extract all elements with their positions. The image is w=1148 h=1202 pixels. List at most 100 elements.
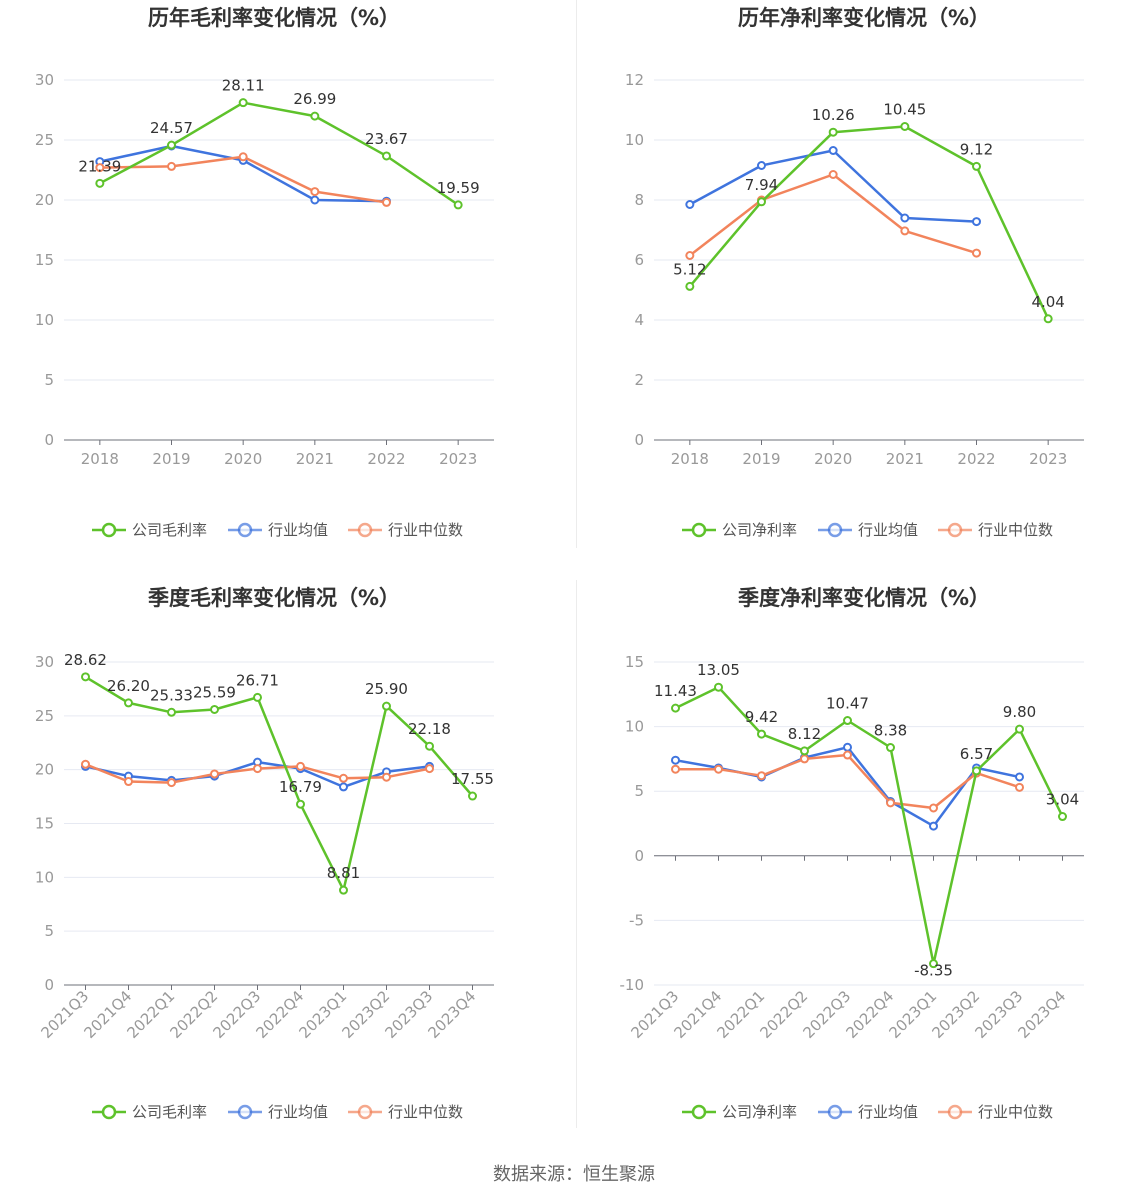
data-point-median[interactable] bbox=[382, 772, 391, 782]
legend-item-company[interactable]: 公司净利率 bbox=[682, 521, 797, 539]
legend-item-median[interactable]: 行业中位数 bbox=[348, 521, 463, 539]
y-tick-label: 6 bbox=[634, 251, 644, 269]
data-point-company[interactable] bbox=[900, 122, 910, 131]
data-point-company[interactable] bbox=[800, 746, 809, 756]
data-point-company[interactable] bbox=[972, 766, 981, 776]
data-point-company[interactable] bbox=[382, 151, 391, 161]
legend-item-avg[interactable]: 行业均值 bbox=[228, 1103, 328, 1121]
legend-item-avg[interactable]: 行业均值 bbox=[818, 521, 918, 539]
data-point-median[interactable] bbox=[296, 761, 305, 771]
panel-divider bbox=[576, 0, 577, 548]
data-point-median[interactable] bbox=[310, 187, 320, 197]
y-tick-label: 0 bbox=[44, 976, 54, 994]
data-point-company[interactable] bbox=[167, 140, 176, 150]
data-point-avg[interactable] bbox=[757, 161, 766, 170]
data-point-company[interactable] bbox=[310, 111, 320, 121]
data-point-avg[interactable] bbox=[929, 821, 938, 831]
data-point-avg[interactable] bbox=[828, 146, 838, 155]
data-point-company[interactable] bbox=[671, 703, 680, 713]
chart-svg: 季度净利率变化情况（%）-10-50510152021Q32021Q42022Q… bbox=[620, 586, 1084, 1121]
data-point-company[interactable] bbox=[685, 281, 695, 291]
data-point-median[interactable] bbox=[1015, 782, 1024, 792]
data-point-company[interactable] bbox=[253, 692, 262, 702]
y-tick-label: 4 bbox=[634, 311, 644, 329]
data-point-avg[interactable] bbox=[843, 742, 852, 752]
data-point-median[interactable] bbox=[253, 764, 262, 774]
data-point-company[interactable] bbox=[468, 791, 477, 801]
data-point-median[interactable] bbox=[972, 248, 981, 258]
data-point-median[interactable] bbox=[843, 750, 852, 760]
data-point-company[interactable] bbox=[167, 707, 176, 717]
data-point-median[interactable] bbox=[210, 769, 219, 779]
y-tick-label: 12 bbox=[625, 71, 644, 89]
data-point-avg[interactable] bbox=[339, 782, 348, 792]
data-point-company[interactable] bbox=[886, 743, 895, 753]
data-point-company[interactable] bbox=[843, 716, 852, 726]
data-point-company[interactable] bbox=[1043, 314, 1053, 324]
legend-item-company[interactable]: 公司净利率 bbox=[682, 1103, 797, 1121]
data-point-median[interactable] bbox=[929, 803, 938, 813]
data-point-company[interactable] bbox=[828, 127, 838, 137]
data-point-company[interactable] bbox=[972, 161, 981, 171]
data-label: 28.11 bbox=[222, 77, 265, 95]
data-point-median[interactable] bbox=[81, 759, 90, 769]
chart-title: 季度净利率变化情况（%） bbox=[738, 586, 990, 610]
data-point-company[interactable] bbox=[1058, 812, 1067, 822]
data-point-median[interactable] bbox=[339, 773, 348, 783]
data-point-company[interactable] bbox=[453, 200, 463, 210]
data-label: 28.62 bbox=[64, 651, 107, 669]
data-point-median[interactable] bbox=[167, 161, 176, 171]
quarterly-gross-margin-chart: 季度毛利率变化情况（%） 0 5 10 15 20 25 30 2021Q3 2021Q4 2022… bbox=[0, 580, 574, 1160]
legend-label: 行业中位数 bbox=[978, 521, 1053, 539]
data-point-company[interactable] bbox=[339, 885, 348, 895]
data-point-median[interactable] bbox=[382, 197, 391, 207]
data-point-median[interactable] bbox=[167, 778, 176, 788]
y-tick-label: 15 bbox=[35, 815, 54, 833]
data-point-company[interactable] bbox=[124, 698, 133, 708]
data-point-company[interactable] bbox=[714, 682, 723, 692]
data-label: 5.12 bbox=[673, 260, 706, 278]
data-point-median[interactable] bbox=[714, 764, 723, 774]
legend-label: 行业均值 bbox=[268, 521, 328, 539]
legend-item-company[interactable]: 公司毛利率 bbox=[92, 1103, 207, 1121]
data-point-company[interactable] bbox=[95, 178, 105, 188]
data-point-company[interactable] bbox=[210, 704, 219, 714]
legend-item-median[interactable]: 行业中位数 bbox=[938, 1103, 1053, 1121]
data-point-company[interactable] bbox=[929, 959, 938, 969]
data-point-company[interactable] bbox=[382, 701, 391, 711]
legend-item-median[interactable]: 行业中位数 bbox=[938, 521, 1053, 539]
data-point-median[interactable] bbox=[238, 152, 248, 162]
data-point-median[interactable] bbox=[800, 754, 809, 764]
legend-item-avg[interactable]: 行业均值 bbox=[818, 1103, 918, 1121]
data-point-median[interactable] bbox=[828, 170, 838, 179]
data-point-company[interactable] bbox=[757, 197, 766, 207]
legend-item-avg[interactable]: 行业均值 bbox=[228, 521, 328, 539]
x-tick-label: 2021 bbox=[886, 450, 924, 468]
data-point-avg[interactable] bbox=[1015, 772, 1024, 782]
data-point-company[interactable] bbox=[81, 672, 90, 682]
data-point-avg[interactable] bbox=[310, 195, 320, 205]
legend-item-company[interactable]: 公司毛利率 bbox=[92, 521, 207, 539]
data-point-median[interactable] bbox=[886, 798, 895, 808]
legend-marker bbox=[357, 522, 373, 538]
data-point-company[interactable] bbox=[238, 98, 248, 108]
data-point-median[interactable] bbox=[124, 777, 133, 787]
data-point-median[interactable] bbox=[900, 226, 910, 236]
data-point-median[interactable] bbox=[685, 251, 695, 260]
data-point-company[interactable] bbox=[1015, 724, 1024, 734]
y-tick-label: 8 bbox=[634, 191, 644, 209]
data-point-avg[interactable] bbox=[671, 755, 680, 765]
data-point-median[interactable] bbox=[757, 771, 766, 781]
data-point-median[interactable] bbox=[671, 764, 680, 774]
data-point-company[interactable] bbox=[425, 741, 434, 751]
legend-item-median[interactable]: 行业中位数 bbox=[348, 1103, 463, 1121]
data-point-median[interactable] bbox=[425, 764, 434, 774]
data-point-avg[interactable] bbox=[972, 217, 981, 227]
data-point-avg[interactable] bbox=[685, 200, 695, 209]
data-label: 4.04 bbox=[1031, 293, 1064, 311]
data-point-median[interactable] bbox=[95, 163, 105, 173]
data-point-company[interactable] bbox=[757, 729, 766, 739]
data-point-company[interactable] bbox=[296, 799, 305, 809]
legend-label: 公司净利率 bbox=[722, 1103, 797, 1121]
data-point-avg[interactable] bbox=[900, 213, 910, 223]
